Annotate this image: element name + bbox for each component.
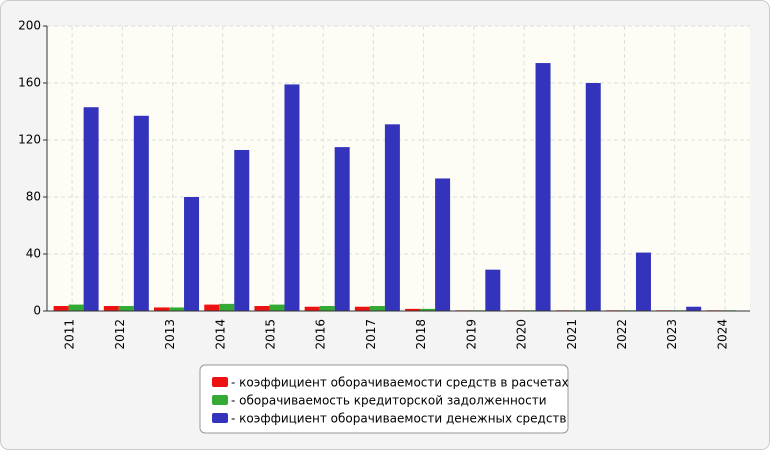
bar	[254, 306, 270, 311]
bar	[169, 307, 185, 311]
bar	[83, 107, 99, 311]
bar	[334, 147, 350, 311]
bar	[133, 115, 149, 312]
legend-box	[199, 364, 569, 434]
y-tick-label: 200	[18, 19, 41, 33]
bar	[585, 83, 601, 311]
legend-label: - оборачиваемость кредиторской задолженн…	[231, 394, 547, 408]
x-tick-label: 2019	[464, 319, 478, 350]
bar	[269, 304, 285, 311]
x-tick-label: 2012	[113, 319, 127, 350]
x-tick-label: 2017	[364, 319, 378, 350]
bar	[204, 304, 220, 311]
bar	[304, 306, 320, 311]
bar	[369, 306, 385, 311]
x-tick-label: 2011	[63, 319, 77, 350]
y-tick-label: 80	[26, 190, 41, 204]
bar	[635, 252, 651, 311]
bar	[686, 306, 702, 311]
bar	[384, 124, 400, 311]
bar	[219, 303, 235, 311]
x-tick-label: 2016	[314, 319, 328, 350]
x-tick-label: 2021	[565, 319, 579, 350]
legend-label: - коэффициент оборачиваемости денежных с…	[231, 412, 567, 426]
y-tick-label: 40	[26, 247, 41, 261]
bar	[68, 304, 84, 311]
bar	[103, 306, 119, 311]
legend-swatch	[212, 413, 228, 423]
x-tick-label: 2023	[665, 319, 679, 350]
x-tick-label: 2014	[213, 319, 227, 350]
bar	[535, 63, 551, 311]
bar	[184, 197, 200, 311]
legend-swatch	[212, 377, 228, 387]
x-tick-label: 2018	[414, 319, 428, 350]
bar	[354, 306, 370, 311]
bar	[485, 269, 501, 311]
x-tick-label: 2024	[715, 319, 729, 350]
bar	[319, 306, 335, 311]
x-tick-label: 2015	[263, 319, 277, 350]
bar	[154, 307, 170, 311]
y-tick-label: 120	[18, 133, 41, 147]
x-tick-label: 2013	[163, 319, 177, 350]
legend-swatch	[212, 395, 228, 405]
bar	[435, 178, 451, 311]
y-tick-label: 0	[33, 304, 41, 318]
x-tick-label: 2020	[515, 319, 529, 350]
bar	[234, 149, 250, 311]
bar	[420, 308, 436, 311]
bar	[405, 308, 421, 311]
bar	[284, 84, 300, 311]
y-tick-label: 160	[18, 76, 41, 90]
bar	[118, 306, 134, 311]
bar	[53, 306, 69, 311]
legend-label: - коэффициент оборачиваемости средств в …	[231, 376, 569, 390]
x-tick-label: 2022	[615, 319, 629, 350]
